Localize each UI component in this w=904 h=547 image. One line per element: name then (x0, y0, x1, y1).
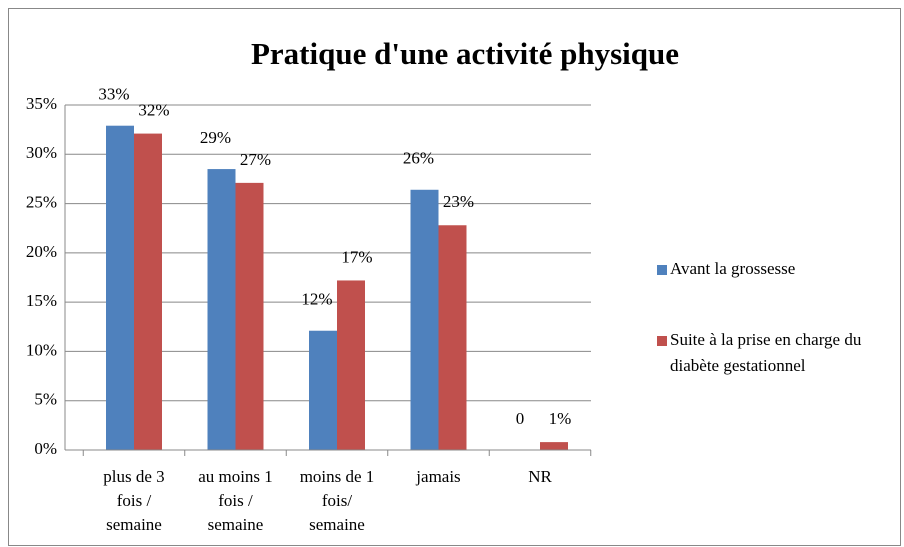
y-tick-label: 30% (26, 143, 57, 162)
legend-swatch (657, 265, 667, 275)
bar (207, 169, 236, 451)
data-label: 27% (240, 150, 271, 169)
y-tick-label: 5% (34, 390, 57, 409)
bar (235, 182, 264, 450)
legend-swatch (657, 336, 667, 346)
y-tick-label: 35% (26, 94, 57, 113)
bar (438, 225, 467, 450)
legend-label: Avant la grossesse (670, 259, 795, 278)
data-label: 1% (549, 409, 572, 428)
data-label: 29% (200, 128, 231, 147)
x-tick-label: NR (528, 467, 552, 486)
bar (309, 330, 337, 450)
y-tick-label: 25% (26, 192, 57, 211)
data-label: 23% (443, 192, 474, 211)
bar (106, 125, 134, 450)
data-label: 32% (138, 100, 169, 119)
bar (410, 189, 439, 450)
y-tick-label: 10% (26, 340, 57, 359)
bar (337, 280, 365, 450)
chart-title: Pratique d'une activité physique (251, 36, 679, 71)
data-label: 17% (341, 247, 372, 266)
data-label: 33% (98, 85, 129, 104)
y-tick-label: 15% (26, 291, 57, 310)
bar (540, 442, 568, 450)
data-label: 12% (301, 290, 332, 309)
x-tick-label: jamais (415, 467, 460, 486)
y-tick-label: 20% (26, 242, 57, 261)
x-tick-label: au moins 1 fois / semaine (198, 467, 273, 534)
y-tick-label: 0% (34, 439, 57, 458)
x-tick-label: plus de 3 fois / semaine (103, 467, 164, 534)
x-tick-label: moins de 1 fois/semaine (300, 467, 375, 534)
data-label: 0 (516, 409, 525, 428)
bar (134, 133, 162, 451)
legend-label: Suite à la prise en charge du diabète ges… (670, 330, 862, 375)
data-label: 26% (403, 149, 434, 168)
